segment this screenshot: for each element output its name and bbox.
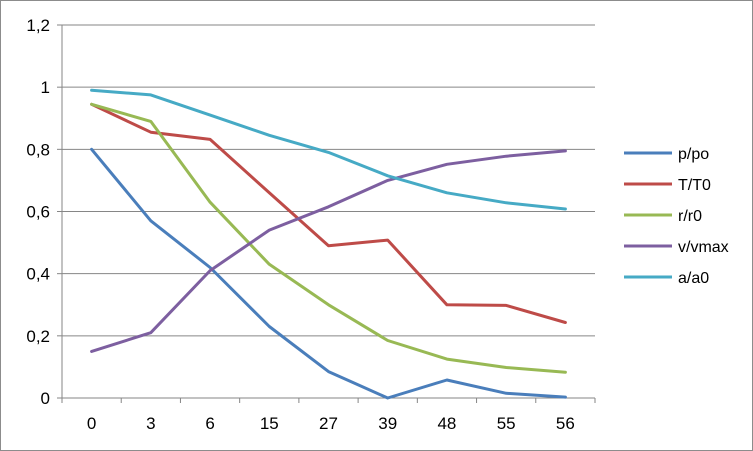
x-tick-label: 39 [378,414,397,433]
axes: 0 0,2 0,4 0,6 0,8 1 1,2 0 3 6 15 27 39 48 55 56 [26,16,596,433]
x-tick-label: 55 [497,414,516,433]
legend-label: p/po [678,146,709,163]
x-tick-label: 27 [319,414,338,433]
legend-label: T/T0 [678,177,711,194]
x-tick-label: 6 [205,414,214,433]
legend-label: a/a0 [678,270,709,287]
y-tick-label: 0,4 [26,265,50,284]
legend-label: r/r0 [678,208,702,225]
series-line-v-vmax [90,149,567,353]
x-tick-label: 48 [437,414,456,433]
y-tick-label: 0,8 [26,140,50,159]
legend-label: v/vmax [678,239,729,256]
x-tick-label: 56 [556,414,575,433]
x-tick-label: 3 [146,414,155,433]
series-lines [90,88,567,400]
gridlines [62,24,595,337]
legend: p/po T/T0 r/r0 v/vmax a/a0 [624,146,729,287]
x-tick-label: 0 [87,414,96,433]
y-tick-label: 1 [41,78,50,97]
y-tick-label: 0,6 [26,203,50,222]
series-line-r-r0 [90,102,567,374]
y-tick-label: 1,2 [26,16,50,35]
y-tick-label: 0,2 [26,327,50,346]
series-line-p-po [90,147,567,400]
series-line-t-t0 [90,102,567,324]
x-tick-label: 15 [260,414,279,433]
series-line-a-a0 [90,88,567,211]
y-tick-label: 0 [41,389,50,408]
